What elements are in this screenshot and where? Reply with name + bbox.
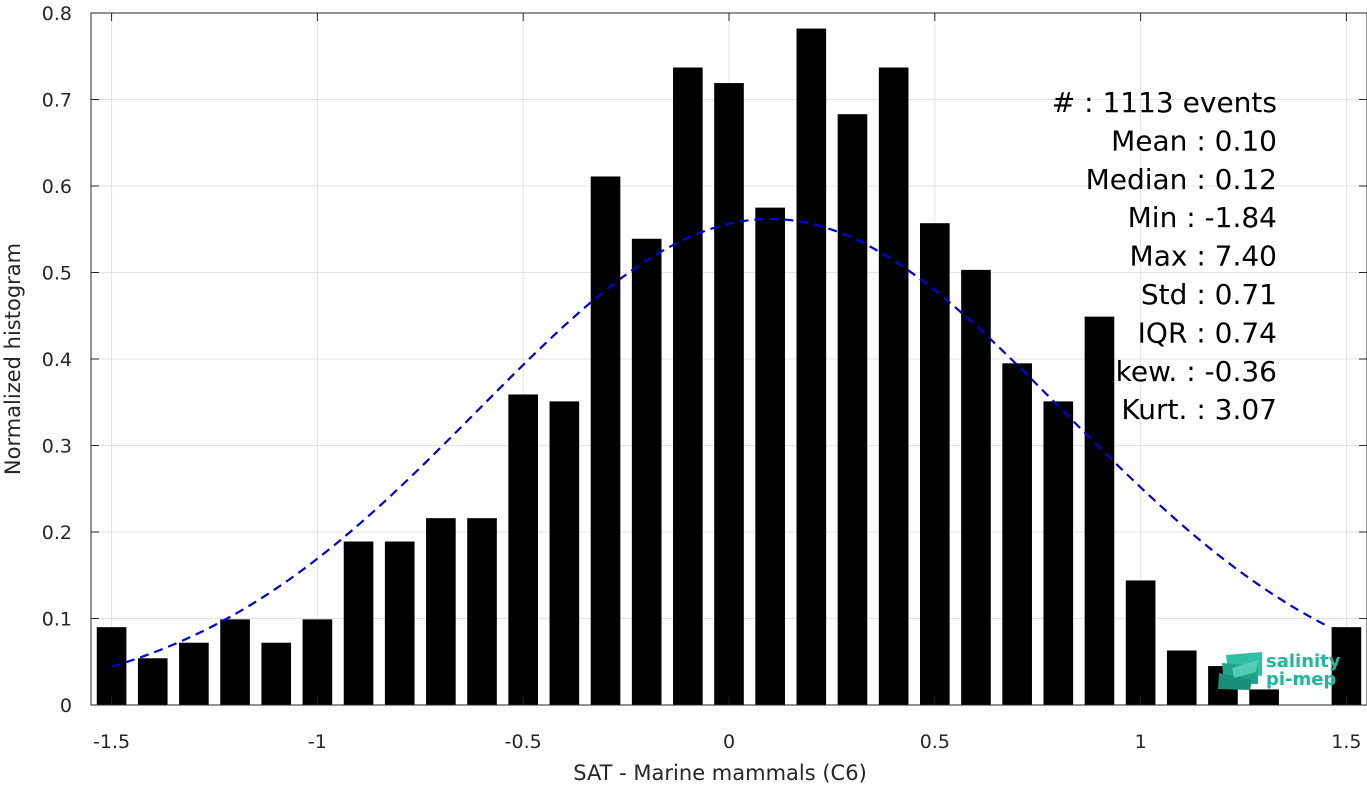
histogram-bar xyxy=(1249,689,1279,705)
stat-line: Max : 7.40 xyxy=(1130,240,1277,273)
stat-line: Std : 0.71 xyxy=(1141,278,1277,311)
y-tick-label: 0.6 xyxy=(42,176,72,198)
y-tick-label: 0.7 xyxy=(42,90,72,112)
histogram-bar xyxy=(714,83,744,705)
histogram-bar xyxy=(878,67,909,706)
histogram-bar xyxy=(426,518,456,705)
histogram-bar xyxy=(261,642,292,705)
histogram-bar xyxy=(508,394,539,705)
stat-line: Kurt. : 3.07 xyxy=(1121,393,1277,426)
y-tick-label: 0.8 xyxy=(42,3,72,25)
x-tick-label: 1.5 xyxy=(1331,731,1361,753)
histogram-bar xyxy=(837,114,868,705)
y-axis-label: Normalized histogram xyxy=(1,243,25,475)
stat-line: Min : -1.84 xyxy=(1128,201,1277,234)
x-tick-label: -0.5 xyxy=(505,731,542,753)
x-tick-label: -1 xyxy=(308,731,327,753)
histogram-bar xyxy=(673,67,703,706)
histogram-bar xyxy=(549,401,580,705)
y-tick-labels: 0 0.1 0.2 0.3 0.4 0.5 0.6 0.7 0.8 xyxy=(42,3,72,717)
stat-line: Mean : 0.10 xyxy=(1111,124,1277,157)
normal-fit-curve xyxy=(111,217,1327,668)
stat-line: # : 1113 events xyxy=(1052,86,1277,119)
histogram-bar xyxy=(343,541,374,705)
y-tick-label: 0 xyxy=(60,695,72,717)
salinity-pimep-logo: salinity pi-mep xyxy=(1218,651,1341,690)
histogram-bar xyxy=(179,642,209,705)
x-tick-labels: -1.5 -1 -0.5 0 0.5 1 1.5 xyxy=(93,731,1361,753)
y-tick-label: 0.2 xyxy=(42,522,72,544)
histogram-bar xyxy=(755,207,785,705)
histogram-bar xyxy=(919,223,950,705)
x-axis-label: SAT - Marine mammals (C6) xyxy=(573,761,867,785)
histogram-bars xyxy=(96,28,1362,706)
histogram-bar xyxy=(1043,401,1074,705)
histogram-bar xyxy=(1084,316,1115,705)
y-tick-label: 0.5 xyxy=(42,263,72,285)
y-tick-label: 0.3 xyxy=(42,436,72,458)
histogram-bar xyxy=(590,176,621,706)
histogram-bar xyxy=(1331,627,1362,705)
statistics-box: # : 1113 events Mean : 0.10 Median : 0.12 M… xyxy=(1052,86,1277,426)
histogram-bar xyxy=(1125,580,1156,705)
stat-line: IQR : 0.74 xyxy=(1138,316,1277,349)
y-tick-label: 0.4 xyxy=(42,349,72,371)
histogram-bar xyxy=(631,238,662,705)
histogram-bar xyxy=(302,619,333,705)
y-tick-label: 0.1 xyxy=(42,609,72,631)
x-tick-label: 0.5 xyxy=(920,731,950,753)
histogram-bar xyxy=(961,269,991,705)
x-tick-label: -1.5 xyxy=(93,731,130,753)
histogram-bar xyxy=(1166,650,1197,705)
stat-line: Median : 0.12 xyxy=(1086,163,1277,196)
histogram-bar xyxy=(796,28,827,705)
histogram-bar xyxy=(137,658,168,705)
x-tick-label: 1 xyxy=(1135,731,1147,753)
axis-ticks xyxy=(91,12,1367,706)
logo-text-line1: salinity xyxy=(1266,651,1341,672)
x-tick-label: 0 xyxy=(723,731,735,753)
histogram-bar xyxy=(467,518,497,705)
logo-text-line2: pi-mep xyxy=(1266,669,1336,690)
logo-mark-icon xyxy=(1218,652,1262,690)
histogram-bar xyxy=(1002,363,1032,705)
histogram-bar xyxy=(384,541,415,705)
stat-line: Skew. : -0.36 xyxy=(1098,355,1277,388)
histogram-bar xyxy=(220,619,250,705)
